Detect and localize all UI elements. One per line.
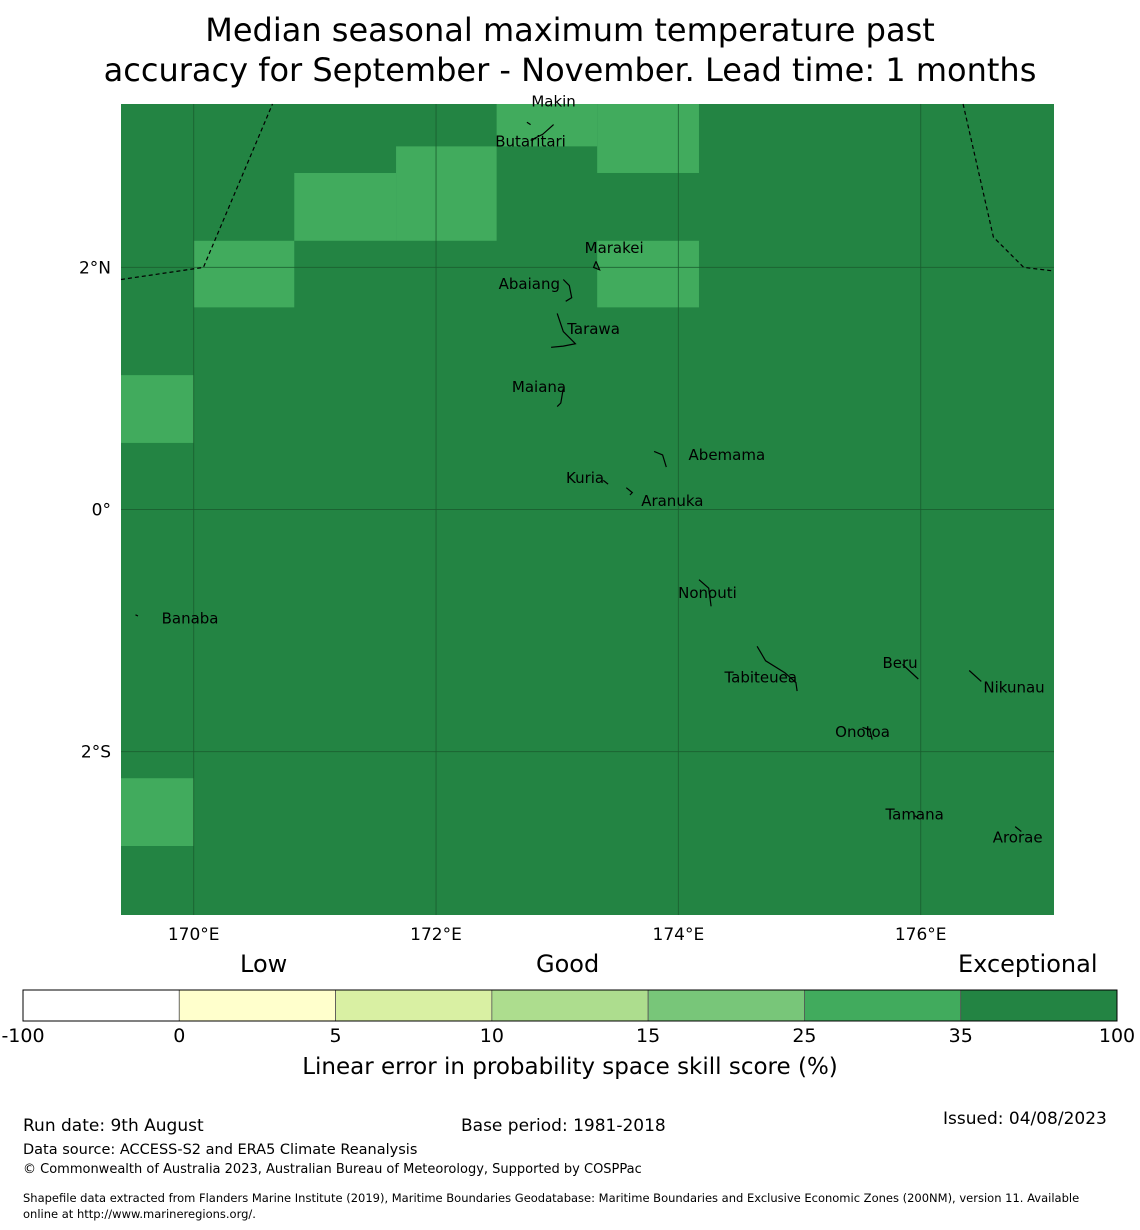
colorbar-segment xyxy=(960,989,1118,1022)
place-label-kuria: Kuria xyxy=(566,469,604,487)
skill-cell xyxy=(396,146,497,241)
island-outline xyxy=(551,313,577,348)
colorbar-tick-label: 100 xyxy=(1098,1025,1136,1047)
skill-cell xyxy=(121,375,194,443)
place-label-onotoa: Onotoa xyxy=(835,723,890,741)
place-label-tamana: Tamana xyxy=(884,805,943,823)
skill-cell xyxy=(597,240,699,308)
place-label-aranuka: Aranuka xyxy=(641,492,703,510)
colorbar-tick-label: 25 xyxy=(792,1025,817,1047)
colorbar-tick-label: 10 xyxy=(479,1025,504,1047)
place-label-maiana: Maiana xyxy=(512,378,566,396)
colorbar-segment xyxy=(804,989,962,1022)
skill-cell xyxy=(597,104,699,173)
island-outline xyxy=(530,124,554,141)
title-line-1: Median seasonal maximum temperature past xyxy=(205,11,935,49)
colorbar-tick-label: 0 xyxy=(173,1025,186,1047)
skill-cell xyxy=(121,778,194,847)
map-plot-area: Makin Butaritari Marakei Abaiang Tarawa Maian… xyxy=(79,92,1055,945)
island-outline xyxy=(862,726,873,740)
category-label-low: Low xyxy=(240,950,288,978)
lon-tick-label: 170°E xyxy=(168,925,220,945)
place-label-abaiang: Abaiang xyxy=(499,275,560,293)
place-label-tabiteuea: Tabiteuea xyxy=(723,669,797,687)
island-outline xyxy=(968,670,982,682)
island-outline xyxy=(592,261,601,271)
colorbar-segment xyxy=(22,989,180,1022)
place-label-beru: Beru xyxy=(883,654,918,672)
lat-tick-label: 0° xyxy=(92,501,111,521)
run-date: Run date: 9th August xyxy=(23,1116,204,1136)
category-label-exceptional: Exceptional xyxy=(958,950,1098,978)
category-label-good: Good xyxy=(536,950,600,978)
place-label-arorae: Arorae xyxy=(993,828,1043,846)
shapefile-credit-line-1: Shapefile data extracted from Flanders M… xyxy=(23,1191,1080,1205)
title-line-2: accuracy for September - November. Lead … xyxy=(103,51,1037,89)
place-label-nikunau: Nikunau xyxy=(983,678,1044,696)
island-outline xyxy=(135,614,139,617)
island-outline xyxy=(914,815,919,819)
colorbar-segment xyxy=(335,989,493,1022)
place-label-banaba: Banaba xyxy=(162,609,219,627)
lon-tick-label: 174°E xyxy=(653,925,705,945)
lon-tick-label: 172°E xyxy=(410,925,462,945)
colorbar-segment xyxy=(178,989,336,1022)
eez-boundary xyxy=(962,103,1055,272)
island-outline xyxy=(698,579,712,607)
place-label-butaritari: Butaritari xyxy=(495,132,566,150)
map-title: Median seasonal maximum temperature past… xyxy=(0,10,1140,90)
colorbar-segment xyxy=(647,989,805,1022)
base-period: Base period: 1981-2018 xyxy=(461,1116,666,1136)
colorbar-tick-label: 35 xyxy=(948,1025,973,1047)
place-label-abemama: Abemama xyxy=(689,446,766,464)
colorbar-tick-label: 15 xyxy=(636,1025,661,1047)
colorbar-segment xyxy=(491,989,649,1022)
map-figure: Makin Butaritari Marakei Abaiang Tarawa Maian… xyxy=(22,92,1118,1022)
skill-cell xyxy=(193,240,295,308)
lat-tick-label: 2°S xyxy=(81,743,111,763)
island-outline xyxy=(625,487,634,496)
island-outline xyxy=(653,450,667,468)
colorbar-tick-label: -100 xyxy=(1,1025,45,1047)
lon-tick-label: 176°E xyxy=(895,925,947,945)
island-outline xyxy=(526,121,531,126)
place-label-tarawa: Tarawa xyxy=(566,320,620,338)
island-outline xyxy=(902,663,919,680)
lat-tick-label: 2°N xyxy=(79,258,111,278)
place-label-nonouti: Nonouti xyxy=(678,584,737,602)
island-outline xyxy=(602,479,609,485)
place-label-marakei: Marakei xyxy=(585,239,644,257)
place-label-makin: Makin xyxy=(531,92,576,110)
copyright: © Commonwealth of Australia 2023, Austra… xyxy=(23,1162,642,1177)
colorbar-axis-label: Linear error in probability space skill … xyxy=(302,1054,838,1080)
island-outline xyxy=(562,279,573,302)
colorbar xyxy=(22,989,1118,1022)
skill-cell xyxy=(294,172,397,241)
island-outline xyxy=(756,645,798,692)
island-outline xyxy=(556,388,564,408)
island-outline xyxy=(1014,826,1022,832)
issued-date: Issued: 04/08/2023 xyxy=(943,1109,1107,1129)
colorbar-frame xyxy=(22,989,1118,1022)
data-source: Data source: ACCESS-S2 and ERA5 Climate … xyxy=(23,1142,418,1158)
shapefile-credit-line-2: online at http://www.marineregions.org/. xyxy=(23,1207,256,1221)
colorbar-tick-label: 5 xyxy=(329,1025,342,1047)
skill-cell xyxy=(496,104,598,147)
